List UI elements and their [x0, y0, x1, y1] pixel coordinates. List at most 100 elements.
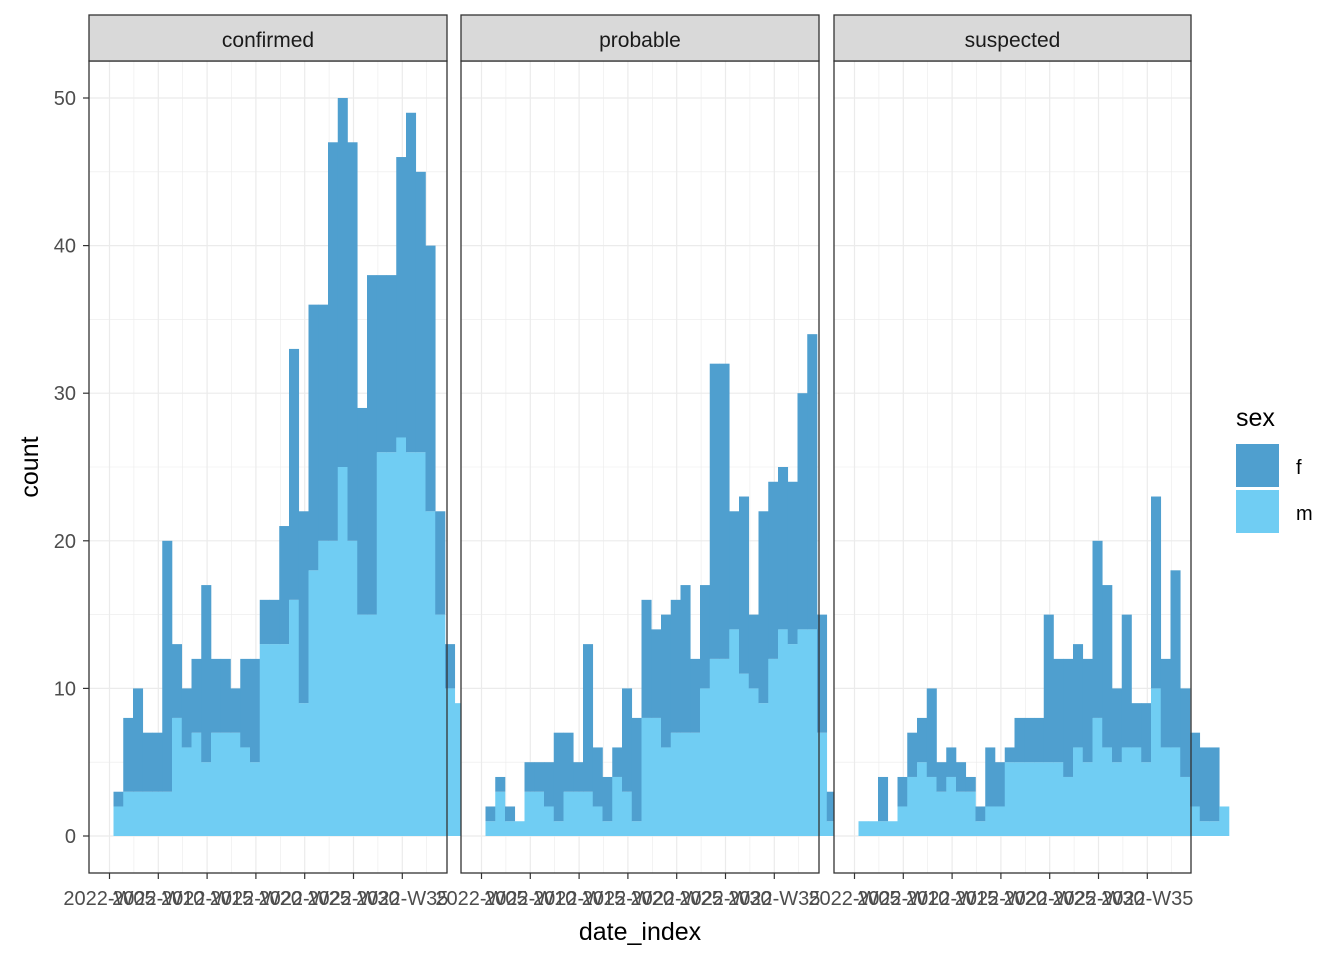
- bar-m-confirmed: [386, 452, 397, 836]
- bar-m-confirmed: [152, 791, 163, 836]
- bar-f-probable: [651, 629, 662, 718]
- bar-f-suspected: [926, 688, 937, 777]
- facet-strip-label-confirmed: confirmed: [222, 29, 314, 52]
- bar-f-probable: [787, 481, 798, 645]
- bar-f-confirmed: [113, 791, 124, 807]
- bar-m-suspected: [858, 821, 869, 836]
- legend-label-m: m: [1296, 503, 1313, 525]
- bar-f-probable: [748, 614, 759, 689]
- bar-m-probable: [602, 821, 613, 836]
- bar-m-suspected: [1131, 747, 1142, 836]
- x-tick-label: 2022-W25: [259, 888, 351, 910]
- facet-strip: [460, 14, 820, 62]
- bar-f-confirmed: [142, 732, 153, 792]
- x-tick-label: 2022-W35: [728, 888, 820, 910]
- bar-m-confirmed: [191, 732, 202, 836]
- x-tick-label: 2022-W30: [679, 888, 771, 910]
- bar-f-probable: [739, 496, 750, 674]
- bar-f-confirmed: [240, 658, 251, 748]
- bar-m-confirmed: [425, 511, 436, 836]
- bar-m-probable: [758, 703, 769, 836]
- x-tick-label: 2022-W30: [1052, 888, 1144, 910]
- bar-m-probable: [505, 821, 516, 836]
- bar-f-confirmed: [201, 585, 212, 763]
- x-tick-label: 2022-W10: [112, 888, 204, 910]
- bar-m-suspected: [1219, 806, 1230, 836]
- y-tick-label: 20: [54, 531, 76, 553]
- bar-f-probable: [602, 776, 613, 822]
- bar-f-confirmed: [318, 304, 329, 541]
- x-tick-label: 2022-W30: [307, 888, 399, 910]
- bar-m-probable: [817, 732, 828, 836]
- bar-f-suspected: [995, 762, 1006, 807]
- bar-m-probable: [641, 717, 652, 836]
- bar-f-probable: [758, 511, 769, 704]
- bar-f-suspected: [1014, 717, 1025, 763]
- bar-f-probable: [778, 467, 789, 630]
- bar-f-suspected: [1131, 703, 1142, 748]
- bar-m-probable: [612, 776, 623, 836]
- bar-f-confirmed: [328, 142, 339, 541]
- bar-m-probable: [524, 791, 535, 836]
- legend-label-f: f: [1296, 457, 1302, 479]
- legend-title: sex: [1236, 404, 1275, 432]
- bar-f-suspected: [1199, 747, 1210, 822]
- bar-f-suspected: [917, 717, 928, 763]
- bar-f-suspected: [1160, 658, 1171, 748]
- bar-f-confirmed: [308, 304, 319, 571]
- x-tick-label: 2022-W20: [582, 888, 674, 910]
- bar-f-confirmed: [250, 658, 261, 763]
- bar-f-probable: [680, 585, 691, 733]
- bar-m-confirmed: [201, 762, 212, 836]
- bar-m-confirmed: [279, 644, 290, 836]
- bar-f-suspected: [897, 776, 908, 807]
- bar-m-confirmed: [357, 614, 368, 836]
- bar-f-probable: [534, 762, 545, 792]
- bar-f-suspected: [1034, 717, 1045, 763]
- bar-f-suspected: [1151, 496, 1162, 689]
- bar-m-confirmed: [367, 614, 378, 836]
- bar-f-probable: [709, 363, 720, 659]
- bar-f-suspected: [1102, 585, 1113, 748]
- bar-f-suspected: [1063, 658, 1074, 777]
- bar-m-probable: [680, 732, 691, 836]
- bar-m-suspected: [1073, 747, 1084, 836]
- bar-f-confirmed: [191, 658, 202, 733]
- bar-f-probable: [485, 806, 496, 822]
- bar-f-probable: [553, 732, 564, 822]
- bar-f-confirmed: [445, 644, 456, 689]
- bar-m-suspected: [1063, 776, 1074, 836]
- bar-m-probable: [651, 717, 662, 836]
- bar-f-probable: [563, 732, 574, 792]
- y-tick-label: 30: [54, 383, 76, 405]
- bar-f-confirmed: [386, 275, 397, 453]
- bar-m-suspected: [985, 806, 996, 836]
- bar-f-confirmed: [220, 658, 231, 733]
- bar-f-probable: [807, 334, 818, 630]
- bar-f-confirmed: [259, 599, 270, 645]
- bar-m-confirmed: [347, 540, 358, 836]
- bar-f-confirmed: [211, 658, 222, 733]
- bar-f-suspected: [1004, 747, 1015, 763]
- bar-f-probable: [719, 363, 730, 659]
- y-tick-label: 10: [54, 678, 76, 700]
- bar-m-confirmed: [396, 437, 407, 836]
- bar-f-suspected: [1170, 570, 1181, 748]
- bar-f-confirmed: [435, 511, 446, 615]
- legend-swatch-f: [1236, 444, 1279, 487]
- bar-f-confirmed: [133, 688, 144, 792]
- y-tick-label: 50: [54, 88, 76, 110]
- bar-m-confirmed: [289, 599, 300, 836]
- bar-f-confirmed: [123, 717, 134, 792]
- bar-f-suspected: [1121, 614, 1132, 748]
- bar-m-suspected: [1034, 762, 1045, 836]
- bar-f-suspected: [956, 762, 967, 792]
- bar-f-suspected: [965, 776, 976, 792]
- bar-f-probable: [690, 658, 701, 733]
- x-tick-label: 2022-W20: [210, 888, 302, 910]
- bar-f-probable: [544, 762, 555, 807]
- bar-f-suspected: [946, 747, 957, 777]
- bar-f-confirmed: [230, 688, 241, 733]
- facet-strip-label-probable: probable: [599, 29, 681, 52]
- bar-m-suspected: [897, 806, 908, 836]
